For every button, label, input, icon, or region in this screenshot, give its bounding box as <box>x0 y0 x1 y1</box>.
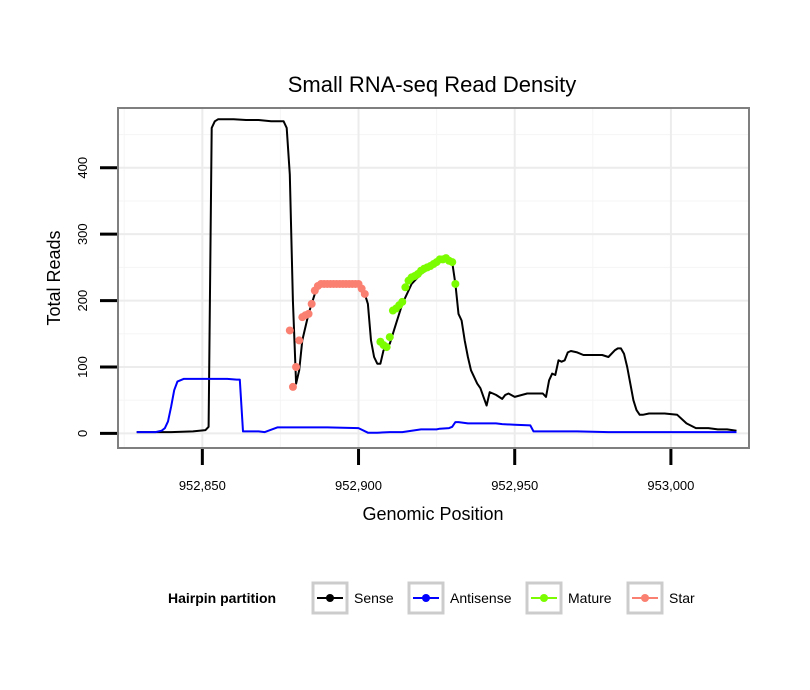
x-tick-label: 952,900 <box>335 478 382 493</box>
data-point-star <box>295 336 304 345</box>
plot-panel-border <box>117 107 750 449</box>
data-point-mature <box>385 333 394 342</box>
x-tick-label: 952,850 <box>179 478 226 493</box>
data-point-star <box>288 382 297 391</box>
series-line-sense <box>136 118 737 434</box>
data-point-star <box>360 289 369 298</box>
legend-label: Star <box>669 590 695 606</box>
chart-title: Small RNA-seq Read Density <box>288 72 577 97</box>
data-point-star <box>307 299 316 308</box>
y-tick-label: 300 <box>75 223 90 245</box>
y-tick-label: 400 <box>75 157 90 179</box>
legend-title: Hairpin partition <box>168 590 276 606</box>
x-tick-label: 953,000 <box>647 478 694 493</box>
legend-item-antisense: Antisense <box>407 581 512 615</box>
legend-key-point <box>641 594 649 602</box>
legend-key-point <box>540 594 548 602</box>
series-points-star <box>285 279 369 391</box>
y-tick-label: 200 <box>75 290 90 312</box>
legend-item-mature: Mature <box>525 581 612 615</box>
x-tick-label: 952,950 <box>491 478 538 493</box>
y-tick-label: 100 <box>75 356 90 378</box>
data-point-mature <box>382 343 391 352</box>
series-layer <box>136 118 737 434</box>
legend-label: Antisense <box>450 590 512 606</box>
y-axis: 0 100 200 300 400 <box>75 157 117 437</box>
grid-layer <box>118 108 750 448</box>
series-points-mature <box>376 254 460 352</box>
legend-item-star: Star <box>626 581 695 615</box>
y-tick-label: 0 <box>75 430 90 437</box>
data-point-mature <box>401 283 410 292</box>
legend-label: Sense <box>354 590 394 606</box>
series-line-antisense <box>136 377 737 434</box>
data-point-star <box>292 362 301 371</box>
legend-label: Mature <box>568 590 612 606</box>
x-axis: 952,850 952,900 952,950 953,000 <box>179 449 694 493</box>
y-axis-label: Total Reads <box>44 230 64 325</box>
data-point-mature <box>448 258 457 267</box>
data-point-mature <box>451 279 460 288</box>
legend-key-point <box>422 594 430 602</box>
data-point-mature <box>398 297 407 306</box>
legend-key-point <box>326 594 334 602</box>
data-point-star <box>285 326 294 335</box>
legend-item-sense: Sense <box>311 581 394 615</box>
legend: Hairpin partition Sense Antisense Mature St… <box>168 581 695 615</box>
x-axis-label: Genomic Position <box>362 504 503 524</box>
data-point-star <box>304 309 313 318</box>
plot-panel <box>118 108 749 448</box>
